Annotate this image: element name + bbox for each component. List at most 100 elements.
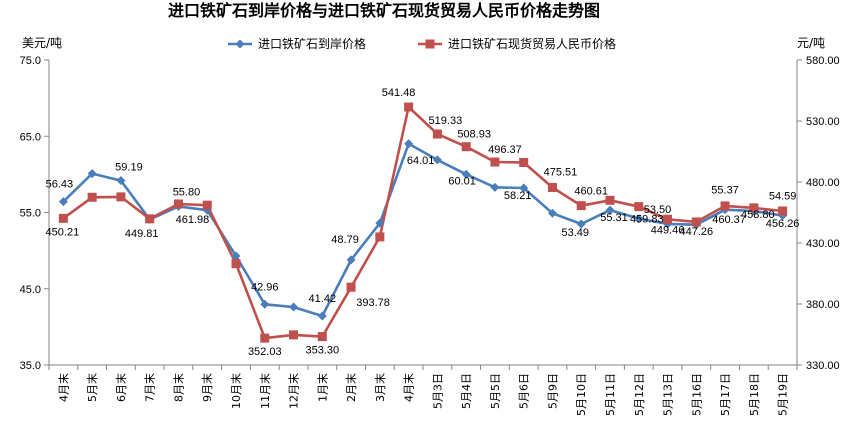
data-label-series1: 55.37 bbox=[711, 185, 739, 197]
point-marker-series1 bbox=[289, 302, 299, 312]
point-marker-series1 bbox=[317, 311, 327, 321]
data-label-series2: 508.93 bbox=[457, 129, 491, 141]
data-label-series2: 449.46 bbox=[651, 224, 685, 236]
x-tick-label: 5月6日 bbox=[518, 373, 531, 409]
x-tick-label: 5月19日 bbox=[777, 373, 790, 416]
point-marker-series2 bbox=[778, 206, 788, 216]
data-label-series1: 42.96 bbox=[251, 281, 279, 293]
data-label-series2: 352.03 bbox=[248, 346, 282, 358]
x-tick-label: 12月末 bbox=[287, 373, 301, 409]
x-tick-label: 5月12日 bbox=[633, 373, 646, 416]
point-marker-series2 bbox=[634, 202, 644, 212]
point-marker-series2 bbox=[317, 332, 327, 342]
x-tick-label: 3月末 bbox=[373, 373, 387, 402]
right-tick-label: 330.00 bbox=[806, 360, 840, 372]
point-marker-series2 bbox=[461, 142, 471, 152]
series-lines bbox=[62, 105, 783, 340]
x-tick-label: 5月11日 bbox=[604, 373, 617, 416]
data-label-series2: 459.83 bbox=[630, 214, 664, 226]
x-tick-label: 9月末 bbox=[200, 373, 214, 402]
legend: 进口铁矿石到岸价格 进口铁矿石现货贸易人民币价格 bbox=[228, 36, 616, 51]
data-label-series1: 55.31 bbox=[600, 212, 628, 224]
left-tick-label: 75.0 bbox=[20, 55, 41, 67]
x-tick-label: 6月末 bbox=[114, 373, 128, 402]
series-markers bbox=[58, 102, 788, 343]
x-tick-label: 5月13日 bbox=[662, 373, 675, 416]
left-tick-label: 55.0 bbox=[20, 208, 41, 220]
data-label-series2: 456.26 bbox=[766, 218, 800, 230]
right-tick-label: 480.00 bbox=[806, 177, 840, 189]
point-marker-series2 bbox=[432, 129, 442, 139]
data-label-series2: 461.98 bbox=[176, 214, 210, 226]
data-label-series1: 54.59 bbox=[769, 191, 797, 203]
data-label-series2: 496.37 bbox=[488, 144, 522, 156]
x-tick-label: 5月17日 bbox=[719, 373, 732, 416]
point-marker-series2 bbox=[691, 217, 701, 227]
data-label-series1: 59.19 bbox=[115, 162, 143, 174]
point-marker-series1 bbox=[432, 155, 442, 165]
legend-diamond-marker bbox=[235, 39, 245, 49]
data-label-series2: 460.37 bbox=[712, 214, 746, 226]
point-marker-series1 bbox=[231, 251, 241, 261]
data-label-series2: 475.51 bbox=[544, 166, 578, 178]
legend-label-series2: 进口铁矿石现货贸易人民币价格 bbox=[448, 36, 616, 51]
point-marker-series2 bbox=[547, 182, 557, 192]
left-tick-label: 35.0 bbox=[20, 360, 41, 372]
data-label-series1: 56.43 bbox=[46, 179, 74, 191]
x-tick-label: 4月末 bbox=[56, 373, 70, 402]
x-tick-label: 5月18日 bbox=[748, 373, 761, 416]
point-marker-series1 bbox=[404, 139, 414, 149]
data-label-series2: 450.21 bbox=[46, 226, 80, 238]
data-label-series2: 541.48 bbox=[382, 87, 416, 99]
data-label-series1: 64.01 bbox=[407, 155, 435, 167]
x-tick-label: 5月9日 bbox=[546, 373, 559, 409]
point-marker-series1 bbox=[87, 169, 97, 179]
x-tick-label: 1月末 bbox=[315, 373, 329, 402]
point-marker-series2 bbox=[720, 201, 730, 211]
point-marker-series1 bbox=[375, 218, 385, 228]
point-marker-series1 bbox=[605, 205, 615, 215]
data-label-series1: 48.79 bbox=[331, 234, 359, 246]
right-tick-label: 530.00 bbox=[806, 116, 840, 128]
right-tick-label: 380.00 bbox=[806, 299, 840, 311]
right-axis-unit: 元/吨 bbox=[797, 36, 825, 50]
point-marker-series2 bbox=[490, 157, 500, 167]
point-marker-series2 bbox=[346, 282, 356, 292]
data-label-series1: 55.80 bbox=[173, 186, 201, 198]
legend-label-series1: 进口铁矿石到岸价格 bbox=[258, 36, 366, 51]
point-marker-series2 bbox=[576, 201, 586, 211]
x-tick-label: 5月16日 bbox=[690, 373, 703, 416]
point-marker-series2 bbox=[58, 213, 68, 223]
point-marker-series1 bbox=[634, 214, 644, 224]
point-marker-series1 bbox=[346, 255, 356, 265]
point-marker-series1 bbox=[260, 299, 270, 309]
x-tick-label: 5月4日 bbox=[460, 373, 473, 409]
point-marker-series1 bbox=[461, 169, 471, 179]
point-marker-series2 bbox=[663, 214, 673, 224]
data-label-series1: 60.01 bbox=[448, 175, 476, 187]
x-tick-label: 5月5日 bbox=[489, 373, 502, 409]
point-marker-series2 bbox=[289, 330, 299, 340]
data-label-series2: 458.80 bbox=[741, 209, 775, 221]
data-labels: 56.43 59.19 55.80 42.96 41.42 48.79 64.01 60.01… bbox=[46, 87, 800, 358]
data-label-series2: 460.61 bbox=[574, 186, 608, 198]
point-marker-series2 bbox=[605, 195, 615, 205]
x-tick-label: 11月末 bbox=[258, 373, 272, 409]
point-marker-series2 bbox=[145, 214, 155, 224]
left-tick-label: 45.0 bbox=[20, 284, 41, 296]
point-marker-series2 bbox=[116, 192, 126, 202]
legend-square-marker bbox=[425, 39, 435, 49]
point-marker-series1 bbox=[547, 208, 557, 218]
data-label-series2: 353.30 bbox=[305, 345, 339, 357]
point-marker-series2 bbox=[375, 232, 385, 242]
left-axis-unit: 美元/吨 bbox=[22, 36, 62, 50]
data-label-series1: 53.49 bbox=[561, 227, 589, 239]
x-tick-label: 7月末 bbox=[143, 373, 157, 402]
point-marker-series2 bbox=[404, 102, 414, 112]
x-tick-label: 8月末 bbox=[171, 373, 185, 402]
point-marker-series2 bbox=[173, 199, 183, 209]
right-tick-label: 580.00 bbox=[806, 55, 840, 67]
left-tick-label: 65.0 bbox=[20, 131, 41, 143]
x-tick-label: 2月末 bbox=[344, 373, 358, 402]
